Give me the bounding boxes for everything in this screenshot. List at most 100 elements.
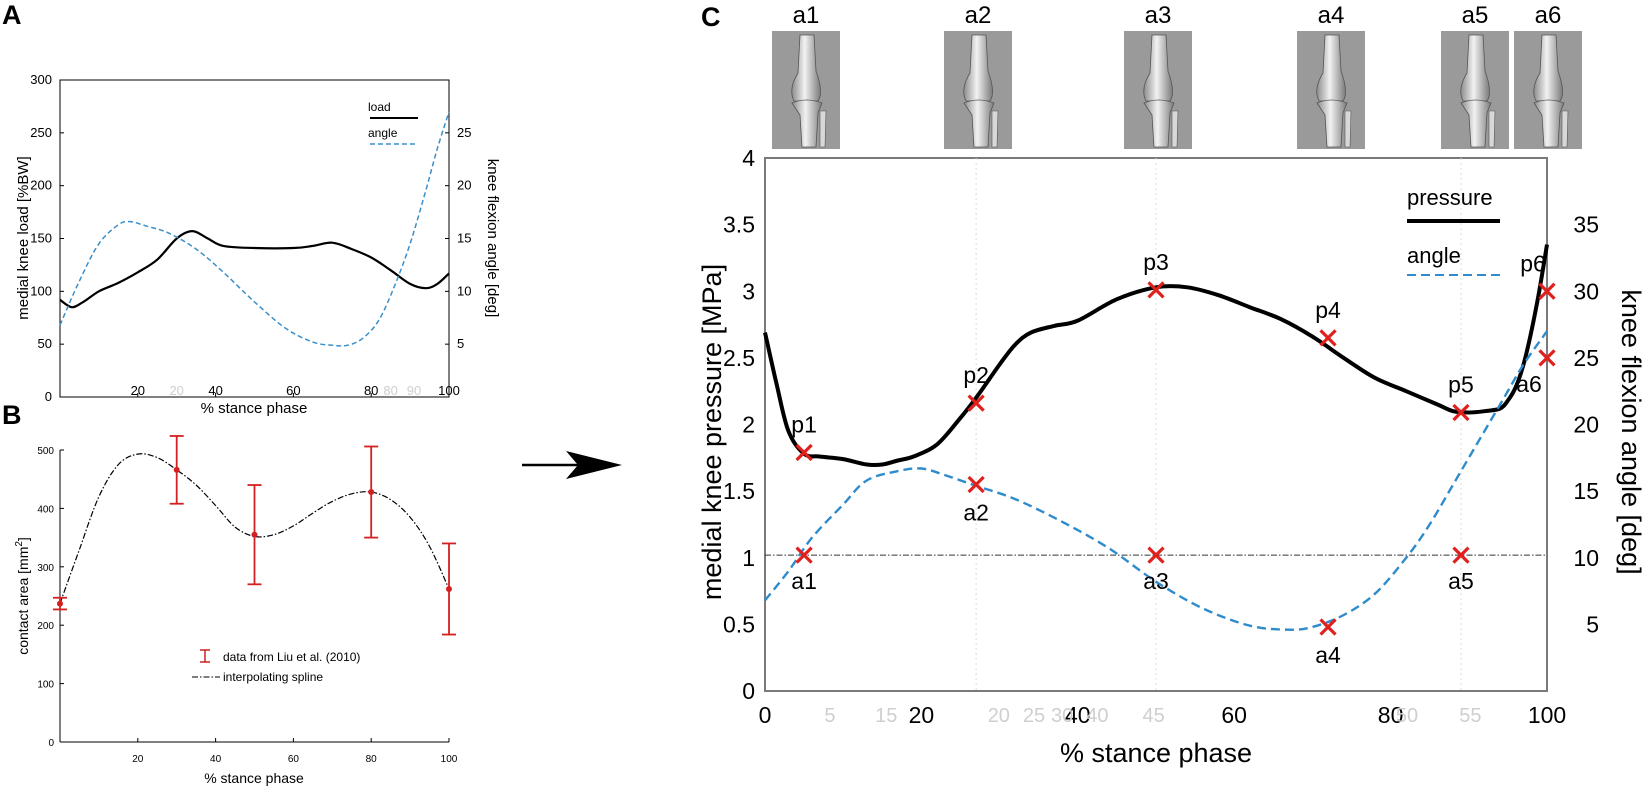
arrow-head xyxy=(566,451,622,479)
panel-c-angle-marker-label: a5 xyxy=(1448,568,1474,594)
panel-c-x-faint-label: 55 xyxy=(1459,705,1481,727)
panel-a-x-tick-label: 20 xyxy=(131,383,145,398)
panel-b-y-label-end: ] xyxy=(15,537,31,541)
panel-a-angle-line xyxy=(59,111,450,347)
panel-c-x-faint-label: 5 xyxy=(824,705,835,727)
panel-c-y2-tick-label: 10 xyxy=(1573,545,1599,571)
panel-a: A 0 50 100 150 200 250 300 5 10 15 20 25 20 40 60 80 1… xyxy=(2,0,501,417)
panel-c-pressure-marker-stroke-b xyxy=(1319,329,1337,347)
panel-c-series xyxy=(763,244,1549,631)
knee-image-label: a3 xyxy=(1145,2,1172,29)
panel-c-y2-label: knee flexion angle [deg] xyxy=(1616,289,1646,574)
knee-femur-shape xyxy=(1143,34,1173,102)
panel-b-x-tick-label: 60 xyxy=(288,754,300,765)
panel-a-y-ticks: 0 50 100 150 200 250 300 xyxy=(30,72,64,404)
panel-a-y-tick-label: 150 xyxy=(30,231,52,246)
panel-a-x-faint-label: 20 xyxy=(169,383,183,398)
panel-a-x-tick-label: 40 xyxy=(208,383,222,398)
panel-c-x-faint-label: 25 xyxy=(1023,705,1045,727)
panel-b-x-label: % stance phase xyxy=(204,770,304,786)
panel-c-y2-tick-label: 20 xyxy=(1573,412,1599,438)
panel-c-angle-marker-stroke-b xyxy=(967,475,985,494)
panel-c-x-faint-label: 50 xyxy=(1396,705,1418,727)
panel-b-x-tick-label: 100 xyxy=(441,754,458,765)
panel-b-data-point xyxy=(446,585,452,592)
panel-b-data-point xyxy=(57,600,63,607)
panel-a-y2-tick-label: 25 xyxy=(457,125,471,140)
panel-c-pressure-marker-stroke-b xyxy=(1452,403,1470,422)
panel-c-angle-marker-label: a2 xyxy=(963,499,989,525)
panel-c-x-label: % stance phase xyxy=(1060,738,1252,768)
panel-c-x-tick-label: 60 xyxy=(1221,702,1247,728)
panel-c-legend-angle-label: angle xyxy=(1407,243,1461,268)
panel-c-y-tick-label: 0.5 xyxy=(723,611,755,637)
panel-c-x-tick-label: 80 xyxy=(1378,702,1404,728)
panel-c-pressure-marker-label: p1 xyxy=(791,411,817,437)
panel-c-pressure-marker-label: p6 xyxy=(1520,250,1546,276)
panel-a-y-tick-label: 300 xyxy=(30,72,52,87)
knee-tibia-shape xyxy=(963,99,995,148)
panel-c-angle-marker-label: a1 xyxy=(791,568,817,594)
panel-a-y2-tick-label: 10 xyxy=(457,283,471,298)
panel-b-y-tick-label: 400 xyxy=(37,504,54,515)
knee-femur-shape xyxy=(963,34,993,102)
panel-a-y-tick-label: 50 xyxy=(38,336,52,351)
panel-c-x-faint-label: 20 xyxy=(988,705,1010,727)
panel-c-pressure-marker-label: p4 xyxy=(1315,297,1341,323)
knee-tibia-shape xyxy=(1460,99,1492,148)
panel-b-x-tick-label: 40 xyxy=(210,754,222,765)
panel-c-y2-tick-label: 25 xyxy=(1573,345,1599,371)
panel-c-pressure-marker-stroke-b xyxy=(1147,281,1165,299)
knee-tibia-shape xyxy=(791,99,823,148)
panel-a-x-faint-label: 80 xyxy=(383,383,397,398)
panel-b-y-label-main: contact area [mm xyxy=(15,547,31,655)
panel-a-x-ticks: 20 40 60 80 100 20 80 90 xyxy=(131,383,460,398)
panel-a-y2-tick-label: 20 xyxy=(457,178,471,193)
panel-b-x-ticks: 20 40 60 80 100 xyxy=(132,738,458,765)
panel-c-y-label: medial knee pressure [MPa] xyxy=(697,264,727,600)
panel-c-x-faint-label: 45 xyxy=(1143,705,1165,727)
panel-c-knee-images: a1 a2 a3 a4 a5 a6 xyxy=(772,2,1582,149)
panel-a-x-tick-label: 80 xyxy=(364,383,378,398)
panel-c-angle-marker-label: a6 xyxy=(1516,371,1542,397)
panel-c-pressure-marker-label: p5 xyxy=(1448,372,1474,398)
panel-b-data-point xyxy=(368,489,375,496)
knee-femur-shape xyxy=(1460,34,1490,102)
panel-c-y-tick-label: 3.5 xyxy=(723,212,755,238)
panel-c-x-faint-label: 30 xyxy=(1051,705,1073,727)
panel-b-y-ticks: 0 100 200 300 400 500 xyxy=(37,446,64,749)
panel-c-pressure-marker-label: p2 xyxy=(963,362,989,388)
panel-c-x-tick-label: 0 xyxy=(759,702,772,728)
panel-c-markers: p1 p2 p3 p4 p5 p6 a1 a2 a3 a4 a5 a6 xyxy=(791,249,1556,668)
knee-femur-shape xyxy=(1316,34,1346,102)
panel-b-data-point xyxy=(173,466,180,473)
knee-image-label: a6 xyxy=(1535,2,1562,29)
panel-a-x-faint-label: 90 xyxy=(407,383,421,398)
panel-b-y-label: contact area [mm2] xyxy=(14,537,31,655)
panel-c-y2-tick-label: 5 xyxy=(1586,611,1599,637)
panel-a-y2-tick-label: 5 xyxy=(457,336,464,351)
panel-a-series xyxy=(59,111,450,347)
panel-c-x-tick-label: 20 xyxy=(909,702,935,728)
panel-b-y-tick-label: 300 xyxy=(37,563,54,574)
knee-image-label: a2 xyxy=(965,2,992,29)
panel-c-pressure-marker-label: p3 xyxy=(1143,249,1169,275)
panel-c-x-tick-label: 100 xyxy=(1528,702,1566,728)
panel-b-y-label-sup: 2 xyxy=(14,541,25,547)
panel-c-angle-marker-stroke-b xyxy=(1452,546,1470,564)
panel-c-angle-marker-stroke-b xyxy=(795,546,813,564)
knee-fibula-shape xyxy=(1344,110,1352,148)
panel-c-y-tick-label: 3 xyxy=(742,278,755,304)
panel-a-y2-ticks: 5 10 15 20 25 xyxy=(445,125,471,351)
transition-arrow xyxy=(522,451,622,479)
panel-a-axes-frame xyxy=(59,79,450,398)
panel-b-data-point xyxy=(251,531,258,538)
panel-c-legend-pressure-label: pressure xyxy=(1407,185,1493,210)
panel-b-letter: B xyxy=(2,400,22,430)
panel-a-legend-load-label: load xyxy=(368,100,391,114)
panel-a-y2-tick-label: 15 xyxy=(457,231,471,246)
panel-b-x-tick-label: 20 xyxy=(132,754,144,765)
panel-a-y-tick-label: 0 xyxy=(45,389,52,404)
